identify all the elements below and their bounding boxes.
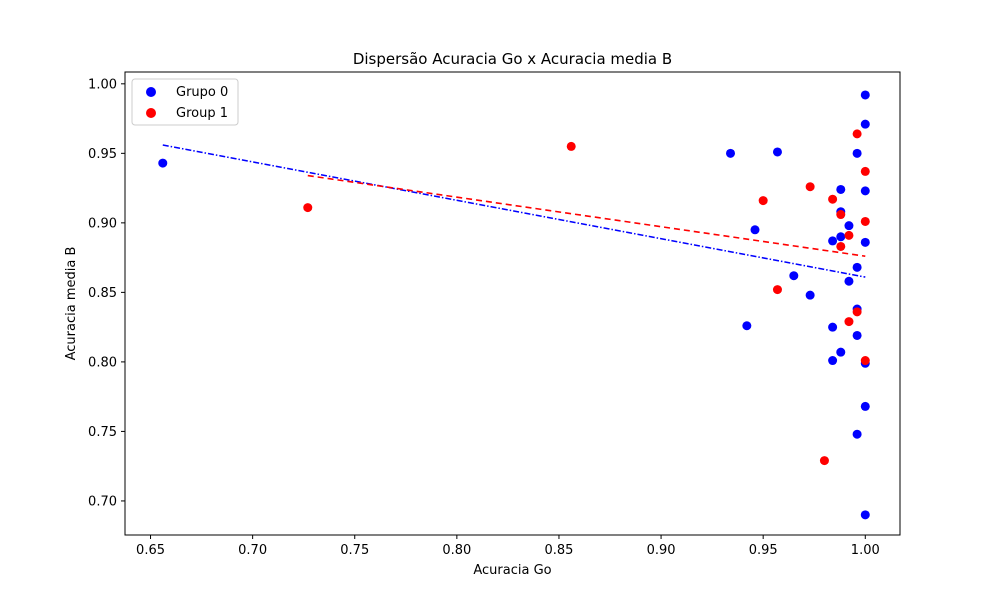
data-point-grupo-0 [836, 347, 846, 357]
trendline-grupo-0 [162, 144, 866, 278]
data-point-group-1 [852, 307, 862, 317]
data-point-group-1 [303, 203, 313, 213]
y-tick-label: 0.95 [88, 147, 117, 162]
data-point-grupo-0 [828, 356, 838, 366]
data-point-grupo-0 [860, 90, 870, 100]
y-tick-label: 1.00 [88, 77, 117, 92]
data-point-grupo-0 [836, 184, 846, 194]
x-tick-label: 0.75 [340, 543, 369, 558]
data-point-grupo-0 [844, 276, 854, 286]
y-tick-label: 0.75 [88, 425, 117, 440]
trendline-group-1 [307, 174, 866, 258]
data-point-grupo-0 [828, 322, 838, 332]
x-tick-label: 0.95 [749, 543, 778, 558]
legend-box [131, 78, 239, 126]
data-point-group-1 [844, 317, 854, 327]
data-point-grupo-0 [852, 429, 862, 439]
data-point-grupo-0 [844, 221, 854, 231]
data-point-group-1 [758, 196, 768, 206]
plot-frame [124, 71, 901, 536]
data-point-group-1 [819, 456, 829, 466]
axis-ticks: 0.65 0.70 0.75 0.80 0.85 0.90 0.95 1.00 0.70 0.75… [88, 77, 880, 558]
data-point-grupo-0 [828, 236, 838, 246]
data-point-group-1 [844, 230, 854, 240]
data-point-group-1 [860, 356, 870, 366]
data-point-grupo-0 [860, 186, 870, 196]
x-tick-label: 0.80 [442, 543, 471, 558]
x-tick-label: 0.90 [647, 543, 676, 558]
y-tick-label: 0.80 [88, 355, 117, 370]
data-point-group-1 [836, 241, 846, 251]
x-tick-label: 1.00 [851, 543, 880, 558]
data-point-grupo-0 [852, 148, 862, 158]
legend-marker-grupo-0 [146, 87, 156, 97]
legend: Grupo 0 Group 1 [131, 78, 239, 126]
y-axis-label: Acuracia media B [64, 247, 79, 361]
y-tick-label: 0.70 [88, 494, 117, 509]
x-tick-label: 0.70 [238, 543, 267, 558]
legend-label-group-1: Group 1 [176, 106, 228, 121]
data-point-grupo-0 [860, 510, 870, 520]
data-point-grupo-0 [852, 262, 862, 272]
x-tick-label: 0.65 [136, 543, 165, 558]
y-tick-label: 0.90 [88, 216, 117, 231]
x-tick-label: 0.85 [544, 543, 573, 558]
y-tick-label: 0.85 [88, 286, 117, 301]
data-point-group-1 [566, 141, 576, 151]
data-point-grupo-0 [742, 321, 752, 331]
data-point-group-1 [860, 216, 870, 226]
data-point-grupo-0 [860, 237, 870, 247]
data-point-grupo-0 [158, 158, 168, 168]
plot-area [158, 90, 870, 520]
x-axis-label: Acuracia Go [473, 563, 551, 578]
legend-label-grupo-0: Grupo 0 [176, 85, 228, 100]
data-point-grupo-0 [750, 225, 760, 235]
legend-marker-group-1 [146, 108, 156, 118]
chart-title: Dispersão Acuracia Go x Acuracia media B [353, 50, 672, 68]
data-point-grupo-0 [772, 147, 782, 157]
data-point-grupo-0 [852, 330, 862, 340]
data-point-group-1 [772, 285, 782, 295]
data-point-grupo-0 [860, 119, 870, 129]
data-point-grupo-0 [860, 401, 870, 411]
data-point-group-1 [852, 129, 862, 139]
data-point-group-1 [836, 210, 846, 220]
data-point-grupo-0 [789, 271, 799, 281]
data-point-group-1 [805, 182, 815, 192]
data-point-group-1 [828, 194, 838, 204]
data-point-grupo-0 [805, 290, 815, 300]
data-point-group-1 [860, 166, 870, 176]
data-point-grupo-0 [726, 148, 736, 158]
data-point-grupo-0 [836, 232, 846, 242]
